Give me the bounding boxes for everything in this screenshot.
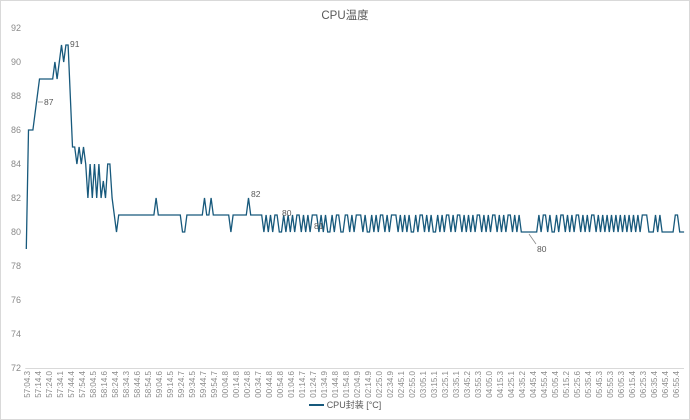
x-tick-label: 04:05.0 — [485, 370, 494, 397]
x-tick-label: 06:55.4 — [672, 370, 681, 397]
data-label: 82 — [251, 189, 261, 199]
y-tick-label: 82 — [11, 193, 21, 203]
x-tick-label: 06:25.3 — [639, 370, 648, 397]
x-tick-label: 00:04.8 — [221, 370, 230, 397]
x-tick-label: 05:45.3 — [595, 370, 604, 397]
x-tick-label: 00:44.8 — [265, 370, 274, 397]
chart-legend: CPU封装 [°C] — [1, 398, 689, 411]
x-tick-label: 00:24.8 — [243, 370, 252, 397]
chart-title: CPU温度 — [321, 10, 369, 22]
y-tick-label: 78 — [11, 261, 21, 271]
y-tick-label: 72 — [11, 363, 21, 373]
x-tick-label: 59:14.5 — [166, 370, 175, 397]
annotation-leader-line — [528, 233, 537, 245]
data-label: 80 — [282, 208, 292, 218]
x-tick-label: 03:05.1 — [419, 370, 428, 397]
x-tick-label: 03:35.1 — [452, 370, 461, 397]
legend-series-label: CPU封装 [°C] — [326, 400, 382, 410]
x-tick-label: 02:34.9 — [386, 370, 395, 397]
x-tick-label: 05:05.4 — [551, 370, 560, 397]
x-tick-label: 59:34.5 — [188, 370, 197, 397]
x-tick-label: 00:14.8 — [232, 370, 241, 397]
x-tick-label: 58:04.5 — [89, 370, 98, 397]
x-tick-label: 06:35.4 — [650, 370, 659, 397]
x-tick-label: 02:25.0 — [375, 370, 384, 397]
y-tick-label: 80 — [11, 227, 21, 237]
x-tick-label: 57:14.4 — [34, 370, 43, 397]
x-tick-label: 04:35.2 — [518, 370, 527, 397]
x-tick-label: 06:15.4 — [628, 370, 637, 397]
x-tick-label: 05:15.2 — [562, 370, 571, 397]
y-tick-label: 84 — [11, 159, 21, 169]
x-tick-label: 05:55.3 — [606, 370, 615, 397]
temperature-line — [25, 44, 685, 250]
x-tick-label: 57:34.1 — [56, 370, 65, 397]
x-tick-label: 00:34.7 — [254, 370, 263, 397]
x-tick-label: 03:55.3 — [474, 370, 483, 397]
x-tick-label: 01:54.8 — [342, 370, 351, 397]
x-tick-label: 01:34.9 — [320, 370, 329, 397]
x-tick-label: 05:35.4 — [584, 370, 593, 397]
x-tick-label: 03:45.2 — [463, 370, 472, 397]
data-label: 81 — [314, 221, 324, 231]
x-tick-label: 58:44.6 — [133, 370, 142, 397]
x-tick-label: 02:45.1 — [397, 370, 406, 397]
y-tick-label: 76 — [11, 295, 21, 305]
y-tick-label: 86 — [11, 125, 21, 135]
data-label: 87 — [44, 97, 54, 107]
x-tick-label: 58:54.5 — [144, 370, 153, 397]
y-tick-label: 88 — [11, 91, 21, 101]
x-tick-label: 06:05.3 — [617, 370, 626, 397]
x-tick-label: 58:34.3 — [122, 370, 131, 397]
data-label: 80 — [537, 244, 547, 254]
y-tick-label: 74 — [11, 329, 21, 339]
x-tick-label: 59:54.7 — [210, 370, 219, 397]
y-tick-label: 90 — [11, 57, 21, 67]
x-tick-label: 03:25.1 — [441, 370, 450, 397]
y-tick-label: 92 — [11, 23, 21, 33]
x-tick-label: 02:14.9 — [364, 370, 373, 397]
x-tick-label: 04:55.4 — [540, 370, 549, 397]
x-tick-label: 01:04.6 — [287, 370, 296, 397]
x-tick-label: 04:25.1 — [507, 370, 516, 397]
x-tick-label: 06:45.4 — [661, 370, 670, 397]
x-tick-label: 01:44.8 — [331, 370, 340, 397]
x-tick-label: 02:55.0 — [408, 370, 417, 397]
x-tick-label: 01:24.7 — [309, 370, 318, 397]
x-tick-label: 58:24.4 — [111, 370, 120, 397]
x-tick-label: 57:44.4 — [67, 370, 76, 397]
x-tick-label: 59:04.6 — [155, 370, 164, 397]
data-label: 91 — [70, 39, 80, 49]
legend-line-swatch — [308, 403, 324, 406]
x-tick-label: 05:25.6 — [573, 370, 582, 397]
x-tick-label: 03:15.1 — [430, 370, 439, 397]
x-tick-label: 04:15.3 — [496, 370, 505, 397]
x-tick-label: 02:04.9 — [353, 370, 362, 397]
x-tick-label: 57:04.3 — [23, 370, 32, 397]
x-tick-label: 59:24.7 — [177, 370, 186, 397]
x-tick-label: 04:45.4 — [529, 370, 538, 397]
x-tick-label: 57:24.0 — [45, 370, 54, 397]
x-tick-label: 57:54.4 — [78, 370, 87, 397]
x-tick-label: 58:14.6 — [100, 370, 109, 397]
x-tick-label: 01:14.7 — [298, 370, 307, 397]
x-tick-label: 59:44.7 — [199, 370, 208, 397]
x-tick-label: 00:54.8 — [276, 370, 285, 397]
